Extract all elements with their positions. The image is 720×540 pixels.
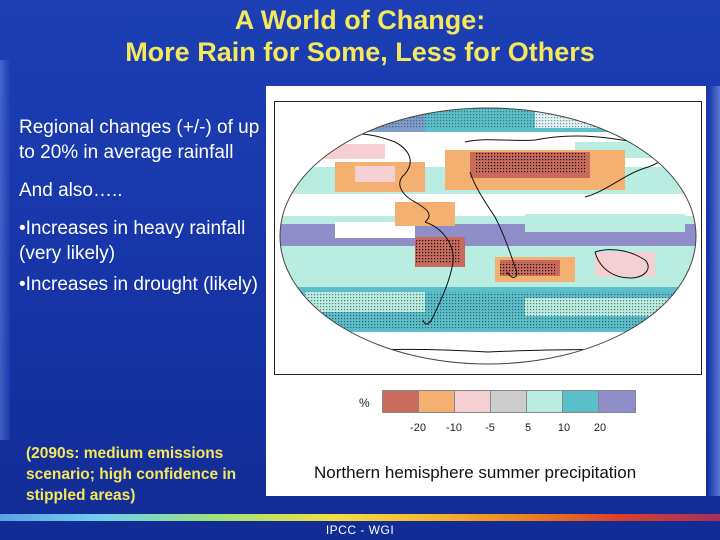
title-line-2: More Rain for Some, Less for Others — [125, 37, 595, 67]
legend-tick-minus-5: -5 — [485, 422, 495, 434]
rainbow-bar — [0, 514, 720, 521]
bullet-heavy-rainfall: •Increases in heavy rainfall (very likel… — [19, 218, 246, 264]
legend-tick-minus-10: -10 — [446, 422, 462, 434]
map-graphic — [279, 107, 697, 365]
color-legend: % -20 -10 -5 5 10 20 — [354, 390, 654, 440]
legend-swatch-minus-5 — [454, 390, 492, 413]
body-paragraph-2: And also….. — [19, 180, 123, 201]
legend-swatch-neutral — [490, 390, 528, 413]
slide-title: A World of Change: More Rain for Some, L… — [0, 4, 720, 68]
body-paragraph-1: Regional changes (+/-) of up to 20% in a… — [19, 117, 260, 163]
legend-tick-minus-20: -20 — [410, 422, 426, 434]
figure-caption: Northern hemisphere summer precipitation — [314, 463, 637, 482]
legend-unit: % — [359, 396, 370, 410]
legend-swatch-plus-5 — [526, 390, 564, 413]
legend-swatch-minus-20 — [382, 390, 420, 413]
bullet-drought: •Increases in drought (likely) — [19, 274, 258, 295]
precipitation-figure: % -20 -10 -5 5 10 20 Northern hemisphere… — [266, 86, 706, 496]
world-precipitation-map — [274, 101, 702, 375]
footer-label: IPCC - WGI — [325, 523, 395, 537]
body-text: Regional changes (+/-) of up to 20% in a… — [19, 115, 269, 297]
legend-tick-plus-5: 5 — [524, 422, 532, 434]
legend-swatch-minus-10 — [418, 390, 456, 413]
legend-swatch-plus-20 — [598, 390, 636, 413]
legend-swatch-plus-10 — [562, 390, 600, 413]
right-edge-gradient — [708, 86, 720, 496]
scenario-note: (2090s: medium emissions scenario; high … — [26, 445, 237, 504]
title-line-1: A World of Change: — [234, 5, 486, 35]
legend-tick-plus-20: 20 — [593, 422, 607, 434]
left-gradient-stripe — [0, 60, 10, 440]
legend-tick-plus-10: 10 — [557, 422, 571, 434]
